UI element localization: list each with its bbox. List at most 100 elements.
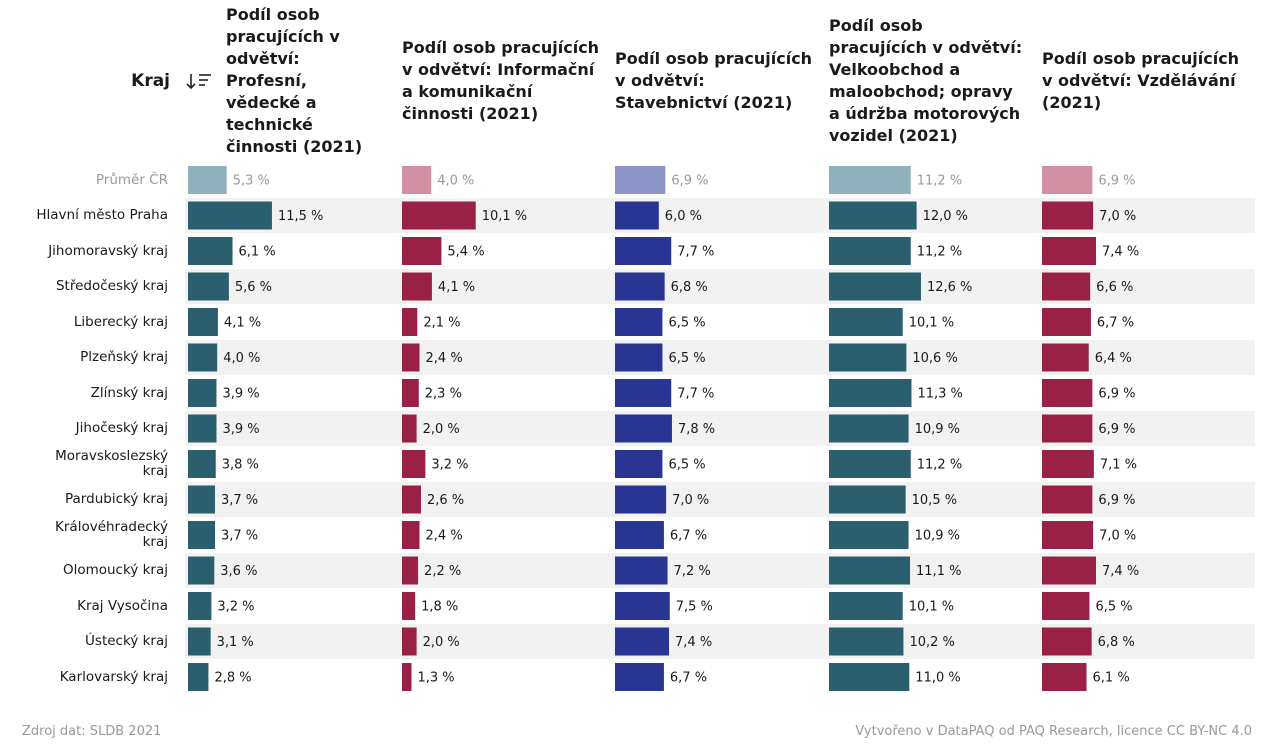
bar	[402, 556, 419, 585]
bar	[402, 343, 420, 372]
bar	[188, 237, 233, 265]
bar	[188, 272, 229, 301]
column-header-cell: Podíl osob pracujících v odvětví: Profes…	[226, 5, 382, 156]
value-label: 6,4 %	[1095, 351, 1132, 366]
category-label: Jihomoravský kraj	[10, 235, 168, 267]
category-text: Moravskoslezský kraj	[55, 448, 168, 479]
bar	[615, 308, 663, 336]
value-label: 6,0 %	[665, 209, 702, 224]
value-label: 10,5 %	[912, 493, 957, 508]
category-label: Olomoucký kraj	[10, 555, 168, 587]
value-label: 6,9 %	[1098, 174, 1135, 189]
value-label: 10,9 %	[915, 422, 960, 437]
value-label: 6,7 %	[670, 671, 707, 686]
value-label: 10,6 %	[912, 351, 957, 366]
value-label: 11,3 %	[917, 387, 962, 402]
value-label: 7,2 %	[674, 564, 711, 579]
value-label: 11,0 %	[915, 671, 960, 686]
value-label: 11,2 %	[917, 458, 962, 473]
value-label: 7,4 %	[675, 635, 712, 650]
bar	[188, 308, 218, 336]
category-text: Pardubický kraj	[65, 491, 168, 507]
bar	[188, 627, 211, 656]
sort-icon	[186, 74, 211, 90]
value-label: 6,6 %	[1096, 280, 1133, 295]
value-label: 1,3 %	[417, 671, 454, 686]
bar	[402, 379, 419, 407]
value-label: 6,9 %	[1098, 422, 1135, 437]
value-label: 7,5 %	[676, 600, 713, 615]
bar	[402, 414, 417, 443]
value-label: 7,8 %	[678, 422, 715, 437]
value-label: 1,8 %	[421, 600, 458, 615]
value-label: 4,1 %	[224, 316, 261, 331]
bar	[1042, 166, 1093, 194]
value-label: 10,2 %	[909, 635, 954, 650]
category-text: Karlovarský kraj	[59, 668, 168, 685]
bar	[829, 272, 921, 301]
bar	[1042, 414, 1093, 443]
value-label: 6,9 %	[1098, 493, 1135, 508]
bar	[829, 379, 912, 407]
value-label: 5,3 %	[233, 174, 270, 189]
bar	[402, 237, 442, 265]
value-label: 2,8 %	[214, 671, 251, 686]
bar	[615, 663, 664, 691]
value-label: 2,6 %	[427, 493, 464, 508]
bar	[402, 166, 432, 194]
source: Zdroj dat: SLDB 2021	[22, 724, 162, 739]
row-stripe	[185, 624, 1255, 659]
bar	[1042, 201, 1094, 230]
category-text: Hlavní město Praha	[36, 207, 168, 223]
bar	[829, 450, 911, 478]
value-label: 6,5 %	[668, 316, 705, 331]
value-label: 5,6 %	[235, 280, 272, 295]
bar	[188, 556, 215, 585]
category-text: Královéhradecký kraj	[55, 519, 168, 550]
category-text: Průměr ČR	[95, 171, 168, 188]
bar	[188, 663, 209, 691]
value-label: 7,0 %	[1099, 209, 1136, 224]
bar	[188, 201, 272, 230]
bar	[402, 485, 421, 514]
value-label: 3,9 %	[222, 422, 259, 437]
value-label: 3,6 %	[220, 564, 257, 579]
bar	[402, 201, 476, 230]
value-label: 6,9 %	[671, 174, 708, 189]
bar	[829, 663, 910, 691]
value-label: 6,7 %	[670, 529, 707, 544]
category-text: Jihomoravský kraj	[48, 242, 168, 259]
row-stripe	[185, 411, 1255, 446]
bar	[1042, 237, 1097, 265]
bar	[615, 485, 667, 514]
value-label: 2,4 %	[426, 351, 463, 366]
category-label: Karlovarský kraj	[10, 661, 168, 693]
category-label: Hlavní město Praha	[10, 200, 168, 232]
category-label: Královéhradecký kraj	[10, 519, 168, 551]
value-label: 6,5 %	[668, 458, 705, 473]
bar	[402, 592, 416, 620]
value-label: 7,1 %	[1100, 458, 1137, 473]
bar	[188, 343, 218, 372]
row-stripe	[185, 198, 1255, 233]
value-label: 3,8 %	[222, 458, 259, 473]
column-header-cell: Podíl osob pracujících v odvětví: Vzdělá…	[1042, 10, 1242, 152]
category-label: Zlínský kraj	[10, 377, 168, 409]
category-label: Plzeňský kraj	[10, 342, 168, 374]
bar	[1042, 343, 1089, 372]
bar	[188, 166, 227, 194]
value-label: 10,1 %	[909, 600, 954, 615]
bar	[615, 521, 664, 549]
bar	[615, 379, 672, 407]
column-header-cell: Podíl osob pracujících v odvětví: Staveb…	[615, 10, 815, 152]
bar	[829, 166, 911, 194]
value-label: 10,1 %	[482, 209, 527, 224]
bar	[1042, 272, 1091, 301]
value-label: 3,7 %	[221, 493, 258, 508]
value-label: 5,4 %	[447, 245, 484, 260]
bar	[829, 521, 909, 549]
row-stripe	[185, 482, 1255, 517]
value-label: 2,2 %	[424, 564, 461, 579]
bar	[829, 485, 906, 514]
